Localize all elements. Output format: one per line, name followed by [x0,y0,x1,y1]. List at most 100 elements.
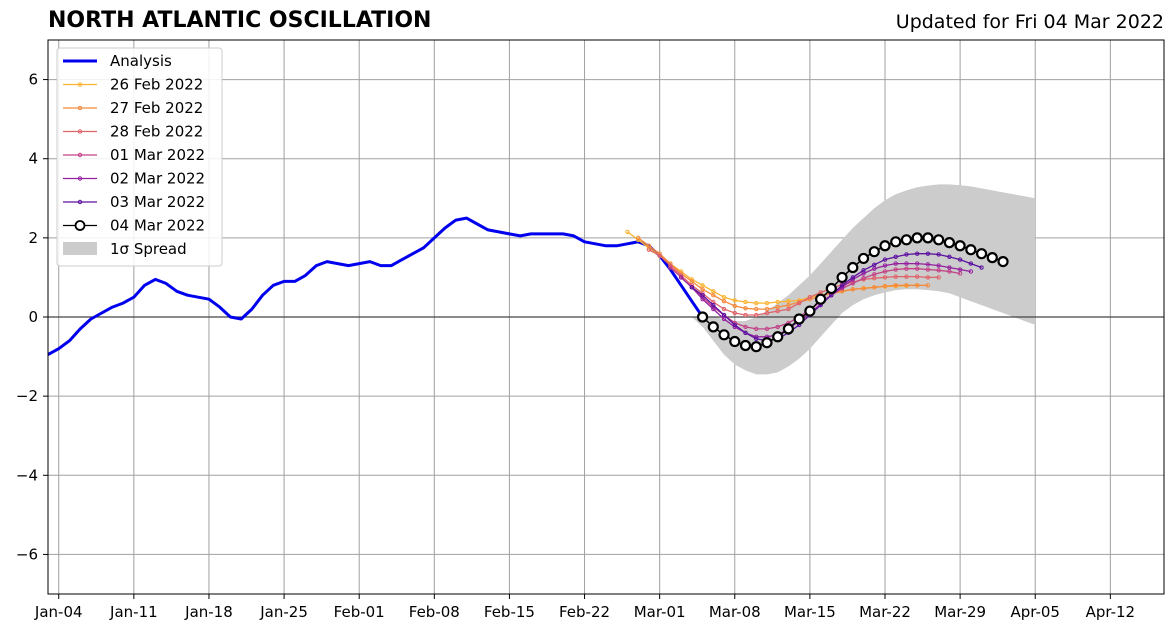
forecast-point [711,306,716,312]
x-tick-label: Feb-08 [409,603,460,621]
forecast-point [882,269,888,274]
forecast-point [754,300,759,306]
forecast-point [914,266,920,271]
forecast-point [732,298,737,303]
forecast-point [904,261,909,266]
forecast-point [732,303,737,309]
x-tick-label: Apr-12 [1086,603,1136,621]
forecast-point [914,261,920,266]
y-tick-label: −2 [16,387,38,405]
legend-marker [77,129,83,134]
x-tick-label: Feb-01 [334,603,385,621]
legend: Analysis 26 Feb 2022 27 Feb 2022 28 Feb 202… [56,47,223,267]
forecast-point [850,281,856,286]
forecast-point [943,237,955,249]
legend-marker [77,105,83,111]
forecast-line [637,237,928,310]
forecast-point [732,322,737,328]
forecast-point [836,271,848,284]
x-tick-label: Jan-11 [109,603,158,621]
forecast-point [711,302,716,308]
forecast-point [729,335,741,348]
forecast-point [947,254,952,260]
axes: Jan-04 Jan-11 Jan-18 Jan-25 Feb-01 Feb-08 Feb-… [16,39,1165,621]
forecast-point [947,265,952,270]
x-tick-label: Jan-25 [259,603,308,621]
forecast-point [839,289,845,294]
forecast-point [689,279,695,284]
forecast-point [625,229,630,235]
forecast-point [743,306,748,311]
legend-label: 28 Feb 2022 [110,123,203,141]
forecast-point [635,235,641,241]
forecast-point [879,240,891,252]
forecast-point [775,299,780,305]
forecast-point [882,275,888,280]
y-tick-label: 4 [28,150,38,168]
forecast-point [764,300,770,306]
forecast-point [925,267,931,272]
forecast-point [850,287,856,292]
legend-label: 27 Feb 2022 [110,99,203,117]
forecast-point [847,261,859,274]
legend-box [56,47,223,267]
forecast-point [804,305,816,317]
forecast-point [861,268,866,273]
forecast-point [750,341,762,353]
forecast-point [696,311,709,323]
forecast-point [657,253,662,258]
forecast-point [700,296,705,302]
forecast-point [872,272,877,277]
y-tick-label: −6 [16,545,38,563]
forecast-point [893,274,898,279]
forecast-point [754,336,759,341]
forecast-point [872,285,877,290]
forecast-point [775,304,780,310]
forecast-line [691,253,982,342]
forecast-point [711,289,716,294]
forecast-point [904,274,909,279]
forecast-point [975,248,988,260]
x-tick-label: Mar-15 [784,603,836,621]
series-lines [47,216,1009,356]
forecast-point [721,298,727,304]
forecast-point [689,285,695,290]
forecast-point [711,293,716,298]
forecast-point [882,283,888,289]
forecast-point [925,275,931,280]
forecast-point [775,308,780,314]
forecast-point [882,257,888,262]
x-tick-label: Mar-01 [634,603,686,621]
forecast-point [754,326,759,332]
forecast-point [936,263,941,268]
forecast-point [721,306,727,312]
x-tick-label: Jan-04 [34,603,83,621]
forecast-point [997,256,1009,268]
x-tick-label: Mar-29 [934,603,986,621]
forecast-point [668,265,673,270]
forecast-point [979,265,984,270]
forecast-point [732,310,737,316]
forecast-point [933,234,945,246]
forecast-point [904,283,909,288]
forecast-point [957,257,963,262]
legend-label: 02 Mar 2022 [110,170,205,188]
legend-label: 04 Mar 2022 [110,217,205,235]
legend-marker [77,82,83,87]
forecast-point [936,275,941,280]
forecast-point [772,331,784,343]
forecast-point [986,252,998,264]
forecast-point [872,276,877,281]
analysis-line [47,216,704,356]
forecast-point [707,321,719,333]
forecast-point [700,287,705,292]
forecast-point [904,266,909,271]
forecast-point [786,298,791,304]
forecast-point [764,310,770,316]
forecast-point [936,268,941,273]
forecast-point [922,232,934,244]
forecast-point [721,312,727,318]
x-tick-label: Mar-08 [709,603,761,621]
forecast-point [668,263,673,268]
forecast-point [718,329,730,341]
